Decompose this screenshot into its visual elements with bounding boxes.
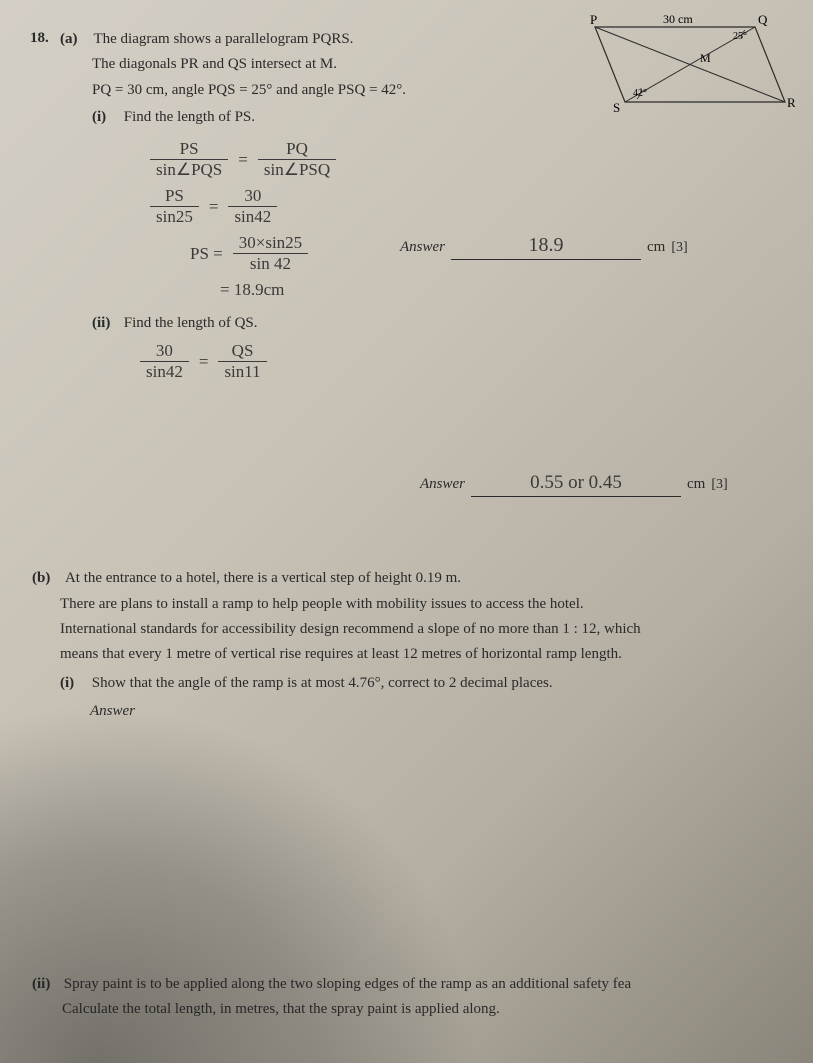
a-line1: The diagram shows a parallelogram PQRS. [93, 31, 353, 47]
a-ii-prompt: Find the length of QS. [124, 315, 258, 331]
a-i-working: PSsin∠PQS = PQsin∠PSQ PSsin25 = 30sin42 … [150, 139, 793, 300]
a-ii-label: (ii) [92, 312, 120, 335]
part-b-label: (b) [32, 567, 62, 590]
a-ii-answer-value: 0.55 or 0.45 [471, 472, 681, 497]
b-i-answer-label: Answer [90, 700, 793, 723]
diagram-angle-q: 25° [733, 31, 747, 42]
b-ii-label: (ii) [32, 973, 60, 996]
a-i-unit: cm [647, 239, 665, 256]
a-i-marks: [3] [671, 240, 687, 256]
b-line3: International standards for accessibilit… [60, 618, 793, 641]
a-i-answer-label: Answer [400, 239, 445, 256]
a-i-label: (i) [92, 106, 120, 129]
a-ii-working: 30sin42 = QSsin11 [140, 341, 793, 382]
b-ii-line1: Spray paint is to be applied along the t… [64, 976, 631, 992]
b-ii-line2: Calculate the total length, in metres, t… [62, 998, 793, 1021]
a-ii-answer-label: Answer [420, 476, 465, 493]
b-line4: means that every 1 metre of vertical ris… [60, 643, 793, 666]
diagram-m: M [700, 51, 711, 65]
a-ii-unit: cm [687, 476, 705, 493]
b-line2: There are plans to install a ramp to hel… [60, 593, 793, 616]
diagram-p: P [590, 12, 597, 27]
a-i-prompt: Find the length of PS. [124, 109, 255, 125]
b-i-label: (i) [60, 672, 88, 695]
diagram-top-label: 30 cm [663, 12, 693, 26]
diagram-r: R [787, 95, 795, 110]
a-ii-marks: [3] [711, 477, 727, 493]
b-i-prompt: Show that the angle of the ramp is at mo… [92, 675, 553, 691]
question-number: 18. [30, 30, 49, 47]
a-i-answer-value: 18.9 [451, 234, 641, 260]
diagram-q: Q [758, 12, 768, 27]
part-a-label: (a) [60, 28, 90, 51]
diagram-s: S [613, 100, 620, 115]
b-line1: At the entrance to a hotel, there is a v… [65, 570, 461, 586]
parallelogram-diagram: P Q R S M 30 cm 25° 42° [555, 12, 795, 122]
